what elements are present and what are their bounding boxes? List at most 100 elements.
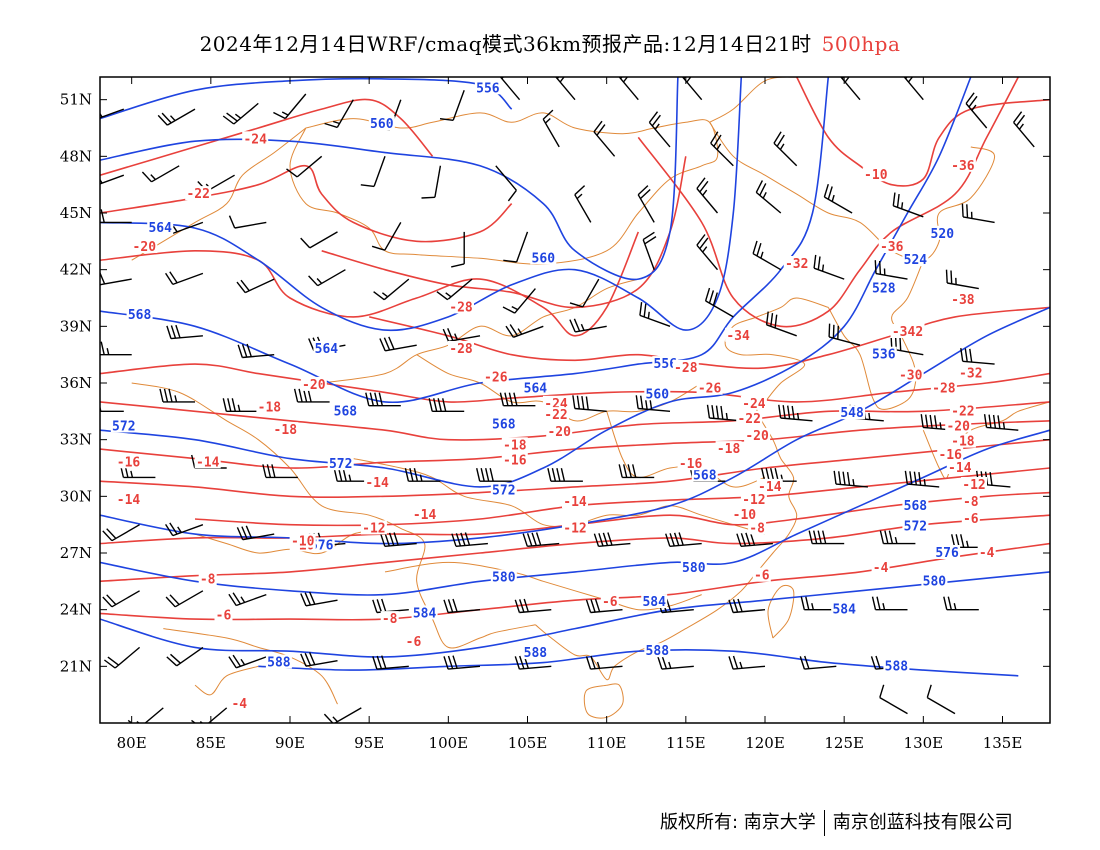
chart-title: 2024年12月14日WRF/cmaq模式36km预报产品:12月14日21时 5… <box>0 28 1100 57</box>
temp-label-bg <box>725 327 752 342</box>
height-label-bg <box>265 654 292 669</box>
height-label: 556 <box>654 357 678 372</box>
temp-label-bg <box>937 446 964 461</box>
footer-left: 版权所有: 南京大学 <box>660 812 816 833</box>
temp-label-bg <box>897 367 924 382</box>
wind-barb <box>681 77 703 101</box>
height-label: 560 <box>646 387 670 402</box>
wind-barb <box>324 99 354 129</box>
wind-barb <box>499 392 536 407</box>
border-line <box>583 683 624 719</box>
wind-barb <box>102 590 140 608</box>
wind-barb <box>569 318 607 333</box>
temperature-contour <box>321 156 687 309</box>
border-line <box>194 665 259 696</box>
temp-label-bg <box>198 571 217 586</box>
wind-barb <box>166 646 204 667</box>
lat-tick-label: 48N <box>60 147 92 165</box>
border-line <box>922 401 1050 479</box>
height-contour <box>100 77 972 488</box>
temp-label: -4 <box>873 561 889 576</box>
temp-label-bg <box>448 341 474 355</box>
height-label-bg <box>474 80 501 95</box>
lat-tick-label: 45N <box>60 204 92 222</box>
lat-tick-label: 30N <box>60 487 92 505</box>
height-label-bg <box>831 601 858 616</box>
temp-label-bg <box>300 376 327 391</box>
wind-barb <box>961 203 995 224</box>
wind-barb <box>237 343 275 359</box>
wind-barb <box>103 646 141 669</box>
height-label-bg <box>490 482 517 497</box>
height-label-bg <box>902 252 929 267</box>
lon-tick-label: 90E <box>275 734 305 752</box>
footer-credit: 版权所有: 南京大学 南京创蓝科技有限公司 <box>660 808 1013 836</box>
temp-label: -4 <box>231 697 247 712</box>
wind-barb <box>871 596 908 611</box>
temp-label-bg <box>740 492 767 507</box>
temp-label-bg <box>562 494 588 508</box>
wind-barb <box>706 404 742 422</box>
temp-label-bg <box>890 324 925 338</box>
height-label: 572 <box>112 419 135 434</box>
height-contour <box>100 429 1050 596</box>
height-label-bg <box>902 518 929 533</box>
wind-barb <box>159 388 195 403</box>
temp-label: -18 <box>258 401 282 416</box>
temp-label-bg <box>380 611 399 626</box>
temp-label: -24 <box>742 397 766 412</box>
wind-barb <box>618 464 655 479</box>
lat-tick-label: 33N <box>60 431 92 449</box>
temp-label-bg <box>957 365 984 380</box>
temperature-contour <box>100 542 1050 621</box>
wind-barb <box>439 89 465 121</box>
height-label-bg <box>929 225 956 240</box>
height-label: 548 <box>840 406 864 421</box>
height-label-bg <box>691 467 718 482</box>
wind-barb <box>800 596 837 611</box>
wind-barb <box>665 532 702 547</box>
title-main: 2024年12月14日WRF/cmaq模式36km预报产品:12月14日21时 <box>199 32 812 56</box>
temp-label: -14 <box>196 455 220 470</box>
border-line <box>131 382 536 649</box>
lon-tick-label: 95E <box>354 734 384 752</box>
lon-tick-label: 110E <box>587 734 627 752</box>
wind-barb <box>495 165 517 202</box>
temperature-contour <box>637 77 1020 328</box>
wind-barb <box>572 395 607 412</box>
temp-label-bg <box>696 380 723 395</box>
lon-tick-label: 120E <box>745 734 785 752</box>
height-label-bg <box>490 416 517 431</box>
temp-label: -16 <box>117 455 141 470</box>
wind-barb <box>505 324 544 338</box>
wind-barb <box>293 388 330 403</box>
height-label: 568 <box>904 499 928 514</box>
temp-label: -6 <box>216 608 232 623</box>
temp-label: -20 <box>133 240 157 255</box>
height-label: 580 <box>492 571 516 586</box>
wind-barb <box>443 655 481 670</box>
lon-tick-label: 105E <box>508 734 548 752</box>
temp-label-bg <box>272 422 299 437</box>
wind-barb <box>100 404 124 412</box>
temp-label-bg <box>677 456 704 471</box>
wind-barb <box>637 185 655 223</box>
wind-barb <box>642 231 657 270</box>
height-label: 572 <box>904 520 927 535</box>
temp-label-bg <box>501 452 528 467</box>
height-label-bg <box>921 573 948 588</box>
temperature-contour <box>795 77 1050 187</box>
wind-barb <box>574 185 592 223</box>
temp-label-bg <box>862 167 889 182</box>
temp-label: -26 <box>484 370 508 385</box>
height-label: 584 <box>642 595 666 610</box>
height-label-bg <box>126 307 153 321</box>
height-label: 556 <box>476 81 500 96</box>
height-label: 568 <box>693 469 717 484</box>
height-label-bg <box>870 346 897 361</box>
wind-barb <box>379 336 417 352</box>
wind-barb <box>1013 111 1035 148</box>
temp-label: -14 <box>117 493 141 508</box>
temp-label: -10 <box>864 168 888 183</box>
height-label: 564 <box>524 382 548 397</box>
